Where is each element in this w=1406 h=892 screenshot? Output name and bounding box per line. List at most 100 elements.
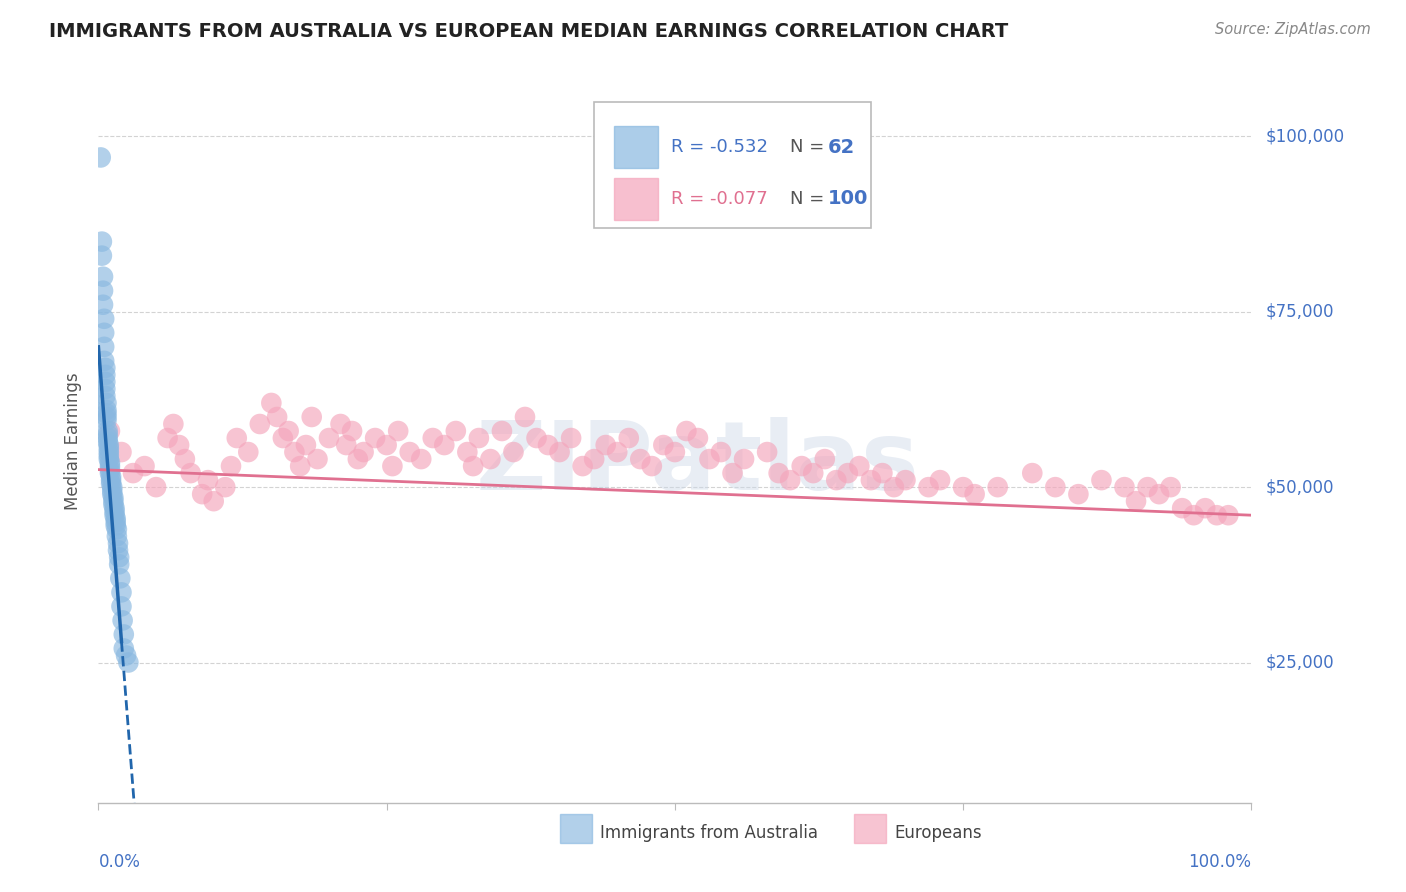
Point bbox=[105, 522, 128, 536]
Point bbox=[167, 438, 190, 452]
Point bbox=[96, 413, 118, 427]
FancyBboxPatch shape bbox=[614, 127, 658, 169]
Point bbox=[98, 424, 121, 438]
Point bbox=[104, 512, 127, 526]
Point bbox=[98, 456, 121, 470]
Point bbox=[97, 434, 120, 449]
Point bbox=[1045, 480, 1067, 494]
Point bbox=[617, 431, 640, 445]
Point bbox=[283, 445, 305, 459]
Point bbox=[97, 449, 120, 463]
Point bbox=[94, 360, 117, 375]
Point bbox=[100, 476, 122, 491]
Point bbox=[340, 424, 363, 438]
Point bbox=[387, 424, 409, 438]
Point bbox=[202, 494, 225, 508]
Point bbox=[347, 452, 370, 467]
FancyBboxPatch shape bbox=[595, 102, 870, 228]
Point bbox=[872, 466, 894, 480]
Point bbox=[93, 311, 115, 326]
Text: Europeans: Europeans bbox=[894, 824, 981, 842]
Point bbox=[295, 438, 318, 452]
Point bbox=[96, 396, 118, 410]
Point bbox=[90, 151, 112, 165]
Point bbox=[929, 473, 952, 487]
Text: $50,000: $50,000 bbox=[1265, 478, 1334, 496]
Point bbox=[180, 466, 202, 480]
Point bbox=[664, 445, 686, 459]
Point bbox=[96, 409, 118, 424]
Text: $100,000: $100,000 bbox=[1265, 128, 1344, 145]
Point bbox=[96, 407, 118, 421]
Point bbox=[266, 409, 288, 424]
Point bbox=[108, 550, 131, 565]
Point bbox=[1090, 473, 1112, 487]
Point bbox=[1171, 501, 1194, 516]
Point bbox=[107, 536, 129, 550]
Point bbox=[894, 473, 917, 487]
Point bbox=[156, 431, 179, 445]
Point bbox=[214, 480, 236, 494]
Point bbox=[814, 452, 837, 467]
Point bbox=[375, 438, 398, 452]
Point bbox=[848, 459, 870, 474]
Point bbox=[110, 585, 132, 599]
Text: $75,000: $75,000 bbox=[1265, 302, 1334, 321]
Point bbox=[963, 487, 986, 501]
Point bbox=[433, 438, 456, 452]
Point bbox=[110, 571, 132, 585]
Point bbox=[479, 452, 502, 467]
Point bbox=[101, 487, 124, 501]
Point bbox=[117, 656, 139, 670]
Point bbox=[103, 491, 125, 505]
Point bbox=[191, 487, 214, 501]
Point bbox=[548, 445, 571, 459]
Point bbox=[825, 473, 848, 487]
Point bbox=[97, 445, 120, 459]
Point bbox=[219, 459, 242, 474]
Point bbox=[103, 494, 125, 508]
Point bbox=[571, 459, 593, 474]
Point bbox=[112, 627, 135, 641]
Text: R = -0.077: R = -0.077 bbox=[672, 190, 768, 208]
Point bbox=[1021, 466, 1043, 480]
Text: R = -0.532: R = -0.532 bbox=[672, 138, 769, 156]
Point bbox=[103, 505, 125, 519]
Point bbox=[97, 442, 120, 456]
Point bbox=[301, 409, 323, 424]
Text: N =: N = bbox=[790, 190, 830, 208]
Point bbox=[318, 431, 340, 445]
Point bbox=[104, 515, 127, 529]
Point bbox=[94, 382, 117, 396]
Point bbox=[628, 452, 651, 467]
Point bbox=[101, 480, 124, 494]
Point bbox=[91, 298, 114, 312]
Point bbox=[768, 466, 790, 480]
Point bbox=[686, 431, 709, 445]
Point bbox=[94, 368, 117, 382]
Point bbox=[652, 438, 675, 452]
Point bbox=[91, 284, 114, 298]
Point bbox=[952, 480, 974, 494]
Point bbox=[537, 438, 560, 452]
Point bbox=[94, 389, 117, 403]
Text: Immigrants from Australia: Immigrants from Australia bbox=[600, 824, 818, 842]
Point bbox=[917, 480, 939, 494]
Point bbox=[100, 469, 122, 483]
Point bbox=[987, 480, 1010, 494]
Point bbox=[606, 445, 628, 459]
Point bbox=[249, 417, 271, 431]
Point bbox=[97, 438, 120, 452]
Point bbox=[238, 445, 260, 459]
Point bbox=[675, 424, 697, 438]
Point bbox=[103, 501, 125, 516]
Text: 100.0%: 100.0% bbox=[1188, 854, 1251, 871]
Point bbox=[353, 445, 375, 459]
Point bbox=[97, 427, 120, 442]
Point bbox=[271, 431, 294, 445]
Point bbox=[91, 269, 114, 284]
Point bbox=[721, 466, 744, 480]
Text: ZIPatlas: ZIPatlas bbox=[477, 417, 920, 509]
Point bbox=[145, 480, 167, 494]
FancyBboxPatch shape bbox=[853, 814, 886, 843]
